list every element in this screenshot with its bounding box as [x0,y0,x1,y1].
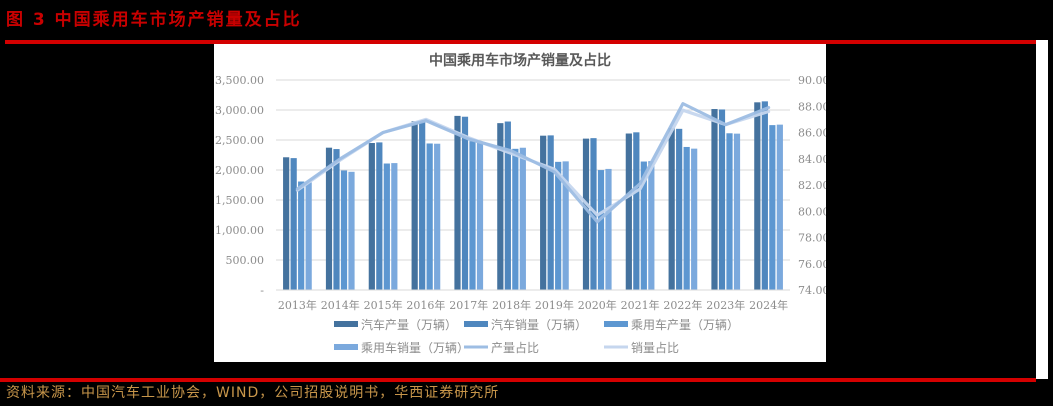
x-axis-label: 2019年 [535,298,574,312]
legend-swatch [334,321,358,327]
legend-label: 汽车产量（万辆） [361,317,457,332]
left-axis-tick: 1,000.00 [215,224,264,237]
bar-2 [676,128,683,290]
bar-3 [512,148,519,290]
x-axis-label: 2013年 [278,298,317,312]
x-axis-label: 2021年 [621,298,660,312]
bar-3 [383,163,390,290]
bar-3 [469,141,476,290]
bar-3 [555,161,562,290]
bar-2 [547,135,554,290]
right-axis-tick: 76.00 [798,258,826,271]
x-axis-label: 2020年 [578,298,617,312]
bar-2 [761,101,768,290]
x-axis-label: 2016年 [406,298,445,312]
bar-3 [597,170,605,290]
bottom-rule [0,378,1036,382]
right-axis-tick: 86.00 [798,127,826,140]
bar-1 [711,109,718,290]
left-axis-tick: 2,000.00 [215,164,264,177]
bar-1 [411,121,418,290]
bar-1 [625,133,632,290]
bar-2 [461,116,469,290]
right-axis-tick: 78.00 [798,232,826,245]
bar-4 [391,163,398,290]
bar-3 [640,161,647,290]
left-axis-tick: 3,000.00 [215,104,264,117]
bar-1 [325,147,333,290]
right-axis-tick: 74.00 [798,284,826,297]
bar-1 [668,127,675,290]
right-axis-tick: 84.00 [798,153,826,166]
bar-2 [290,158,297,290]
x-axis-label: 2024年 [749,298,788,312]
left-axis-tick: - [260,284,264,297]
bar-4 [733,133,741,290]
bar-1 [497,123,504,290]
legend-swatch [604,321,628,327]
bar-4 [648,161,655,290]
right-white-strip [1036,40,1048,379]
legend-label: 乘用车销量（万辆） [361,340,469,355]
bar-4 [305,182,312,290]
left-axis-tick: 1,500.00 [215,194,264,207]
bar-3 [726,133,733,290]
legend-label: 乘用车产量（万辆） [631,317,739,332]
bar-2 [504,121,511,291]
bar-2 [419,121,426,290]
bar-3 [683,146,690,290]
bar-4 [348,171,355,290]
chart-title: 中国乘用车市场产销量及占比 [429,52,611,69]
source-note: 资料来源：中国汽车工业协会，WIND，公司招股说明书，华西证券研究所 [6,385,500,401]
bar-1 [368,143,375,290]
x-axis-label: 2022年 [663,298,702,312]
legend-swatch [464,321,488,327]
bar-1 [754,102,761,290]
right-axis-tick: 80.00 [798,205,826,218]
bar-1 [582,138,590,290]
bar-2 [590,138,597,290]
right-axis-tick: 88.00 [798,100,826,113]
bar-4 [605,168,612,290]
chart-svg: 中国乘用车市场产销量及占比 - 500.00 1,000.00 1,500.00 2,00… [215,52,829,355]
bar-4 [691,148,698,290]
x-axis-label: 2023年 [706,298,745,312]
right-axis-tick: 90.00 [798,74,826,87]
bar-1 [283,157,290,290]
bar-4 [476,141,484,290]
legend-swatch [334,344,358,350]
figure-title: 图 3 中国乘用车市场产销量及占比 [6,10,302,30]
bar-4 [562,161,569,290]
legend-label: 汽车销量（万辆） [491,317,587,332]
right-axis-tick: 82.00 [798,179,826,192]
x-axis-label: 2017年 [449,298,488,312]
chart-panel: 中国乘用车市场产销量及占比 - 500.00 1,000.00 1,500.00 2,00… [214,44,830,362]
left-axis-tick: 2,500.00 [215,134,264,147]
line-series [295,102,771,224]
bar-4 [434,143,441,290]
legend-label: 销量占比 [631,340,679,355]
left-axis-tick: 3,500.00 [215,74,264,87]
bar-3 [298,181,305,290]
top-rule [5,40,1036,44]
legend-label: 产量占比 [491,340,539,355]
bar-1 [540,135,547,290]
bar-3 [426,143,433,290]
bar-2 [718,109,726,291]
bar-4 [519,147,526,290]
bar-3 [340,170,348,290]
x-axis-label: 2018年 [492,298,531,312]
bar-4 [776,124,783,290]
x-axis-label: 2015年 [364,298,403,312]
bar-3 [769,125,776,291]
left-axis-tick: 500.00 [226,254,265,267]
bar-1 [454,115,461,290]
x-axis-label: 2014年 [321,298,360,312]
bar-2 [376,142,383,290]
bar-2 [333,149,340,290]
bar-2 [633,132,640,290]
